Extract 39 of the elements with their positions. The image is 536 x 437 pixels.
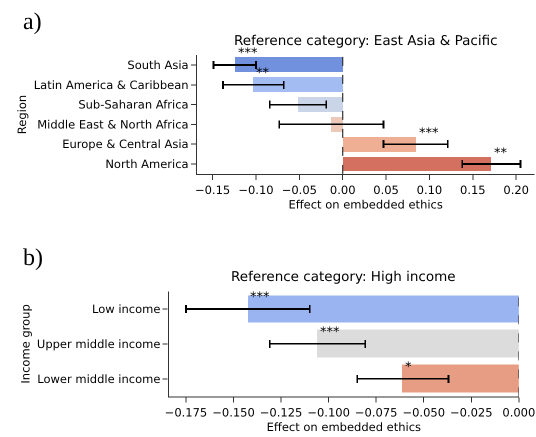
text: b) bbox=[23, 245, 43, 271]
x-tick-label: −0.075 bbox=[354, 405, 398, 420]
x-tick-label: 0.15 bbox=[460, 182, 486, 197]
x-tick-label: −0.10 bbox=[238, 182, 274, 197]
annotation: ** bbox=[494, 146, 508, 161]
chart-title: Reference category: High income bbox=[231, 269, 456, 285]
x-tick-label: −0.150 bbox=[212, 405, 255, 420]
x-tick-label: 0.05 bbox=[373, 182, 399, 197]
annotation: *** bbox=[238, 46, 258, 61]
x-tick-label: 0.10 bbox=[416, 182, 442, 197]
text: a) bbox=[23, 9, 42, 35]
y-tick-label: North America bbox=[105, 157, 189, 172]
annotation: *** bbox=[320, 325, 340, 340]
annotation: * bbox=[405, 360, 412, 375]
annotation: *** bbox=[419, 126, 439, 141]
annotation: ** bbox=[256, 66, 270, 81]
x-tick-label: 0.00 bbox=[330, 182, 356, 197]
x-tick-label: 0.000 bbox=[502, 405, 536, 420]
y-axis-title: Region bbox=[15, 94, 30, 134]
x-tick-label: −0.025 bbox=[450, 405, 493, 420]
x-tick-label: −0.175 bbox=[164, 405, 208, 420]
y-tick-label: Europe & Central Asia bbox=[62, 137, 189, 152]
x-tick-label: −0.050 bbox=[402, 405, 446, 420]
y-tick-label: Latin America & Caribbean bbox=[34, 78, 189, 92]
y-tick-label: South Asia bbox=[127, 58, 189, 72]
x-axis-title: Effect on embedded ethics bbox=[288, 197, 443, 212]
y-axis-title: Income group bbox=[18, 304, 32, 384]
x-tick-label: −0.15 bbox=[194, 182, 230, 197]
x-tick-label: 0.20 bbox=[503, 182, 529, 197]
annotation: *** bbox=[250, 290, 270, 305]
y-tick-label: Middle East & North Africa bbox=[37, 117, 189, 132]
x-tick-label: −0.05 bbox=[282, 182, 317, 197]
y-tick-label: Sub-Saharan Africa bbox=[78, 98, 189, 112]
y-tick-label: Low income bbox=[92, 302, 160, 316]
x-tick-label: −0.125 bbox=[260, 405, 302, 420]
x-tick-label: −0.100 bbox=[307, 405, 350, 420]
x-axis-title: Effect on embedded ethics bbox=[266, 420, 422, 434]
y-tick-label: Upper middle income bbox=[36, 336, 160, 351]
y-tick-label: Lower middle income bbox=[37, 372, 160, 386]
